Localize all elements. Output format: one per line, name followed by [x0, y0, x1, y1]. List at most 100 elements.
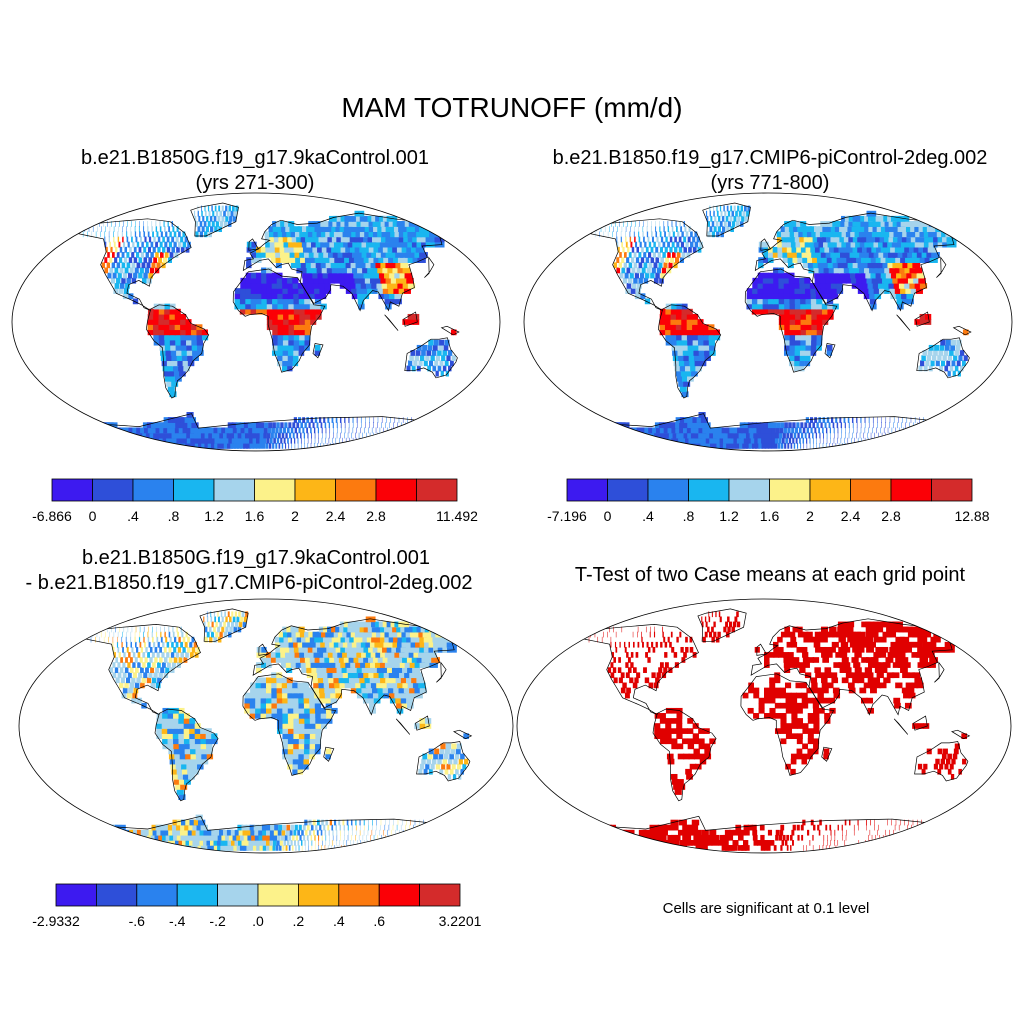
grid-cell [302, 417, 306, 423]
grid-cell [293, 738, 300, 745]
grid-cell [335, 626, 343, 633]
grid-cell [951, 339, 957, 346]
grid-cell [356, 667, 364, 673]
grid-cell [440, 370, 444, 377]
grid-cell [940, 339, 946, 346]
grid-cell [727, 210, 731, 217]
grid-cell [746, 298, 753, 305]
grid-cell [445, 824, 447, 831]
grid-cell [767, 840, 772, 846]
grid-cell [437, 365, 442, 372]
grid-cell [339, 626, 348, 633]
grid-cell [261, 657, 267, 663]
grid-cell [789, 355, 795, 362]
grid-cell [167, 707, 174, 714]
grid-cell [172, 733, 180, 740]
grid-cell [295, 662, 302, 668]
grid-cell [638, 277, 643, 284]
grid-cell [885, 829, 886, 836]
grid-cell [343, 824, 345, 831]
grid-cell [659, 329, 666, 336]
grid-cell [131, 221, 132, 227]
grid-cell [806, 427, 809, 434]
grid-cell [201, 329, 208, 336]
grid-cell [187, 241, 191, 248]
grid-cell [773, 272, 779, 279]
coastline [415, 715, 430, 731]
grid-cell [293, 702, 300, 709]
grid-cell [122, 840, 137, 846]
grid-cell [677, 829, 687, 836]
grid-cell [178, 779, 186, 785]
grid-cell [789, 308, 796, 315]
grid-cell [189, 718, 196, 724]
grid-cell [838, 442, 840, 449]
grid-cell [298, 733, 305, 740]
grid-cell [229, 616, 232, 623]
grid-cell [278, 432, 281, 439]
grid-cell [923, 824, 924, 831]
grid-cell [145, 667, 149, 673]
grid-cell [840, 422, 843, 429]
grid-cell [911, 840, 912, 846]
grid-cell [889, 422, 890, 429]
grid-cell [334, 257, 342, 263]
grid-cell [168, 626, 170, 633]
grid-cell [169, 329, 176, 336]
grid-cell [175, 339, 182, 346]
grid-cell [784, 329, 791, 336]
grid-cell [830, 829, 832, 836]
grid-cell [226, 210, 230, 217]
grid-cell [691, 370, 698, 377]
grid-cell [309, 293, 316, 300]
grid-cell [681, 324, 688, 331]
grid-cell [315, 241, 323, 248]
grid-cell [674, 442, 686, 449]
grid-cell [914, 319, 921, 325]
grid-cell [105, 432, 119, 439]
grid-cell [798, 231, 805, 238]
grid-cell [370, 662, 378, 668]
grid-cell [837, 427, 839, 434]
grid-cell [901, 422, 902, 429]
grid-cell [887, 277, 895, 284]
grid-cell [296, 236, 303, 243]
grid-cell [147, 662, 151, 668]
grid-cell [325, 437, 326, 444]
grid-cell [792, 437, 795, 444]
grid-cell [888, 252, 896, 258]
grid-cell [768, 277, 774, 284]
grid-cell [708, 334, 715, 341]
grid-cell [201, 427, 209, 434]
grid-cell [372, 646, 381, 653]
grid-cell [130, 631, 132, 638]
grid-cell [786, 241, 793, 248]
grid-cell [302, 427, 305, 434]
grid-cell [158, 324, 165, 331]
grid-cell [93, 829, 107, 836]
grid-cell [426, 350, 432, 356]
grid-cell [256, 662, 262, 668]
grid-cell [752, 288, 758, 294]
grid-cell [365, 641, 374, 648]
grid-cell [939, 344, 945, 351]
grid-cell [792, 257, 799, 263]
grid-cell [203, 829, 211, 836]
grid-cell [878, 437, 880, 444]
grid-cell [109, 267, 114, 274]
grid-cell [234, 611, 238, 618]
grid-cell [680, 226, 683, 233]
panel-1-title-line1: b.e21.B1850G.f19_g17.9kaControl.001 [80, 147, 430, 169]
grid-cell [807, 748, 814, 755]
grid-cell [117, 236, 120, 243]
grid-cell [187, 646, 191, 653]
grid-cell [829, 845, 830, 851]
grid-cell [159, 657, 163, 663]
grid-cell [271, 427, 275, 434]
grid-cell [204, 210, 207, 217]
grid-cell [160, 626, 161, 633]
grid-cell [318, 636, 326, 643]
grid-cell [907, 277, 916, 284]
grid-cell [431, 657, 440, 663]
coastline [586, 413, 951, 451]
